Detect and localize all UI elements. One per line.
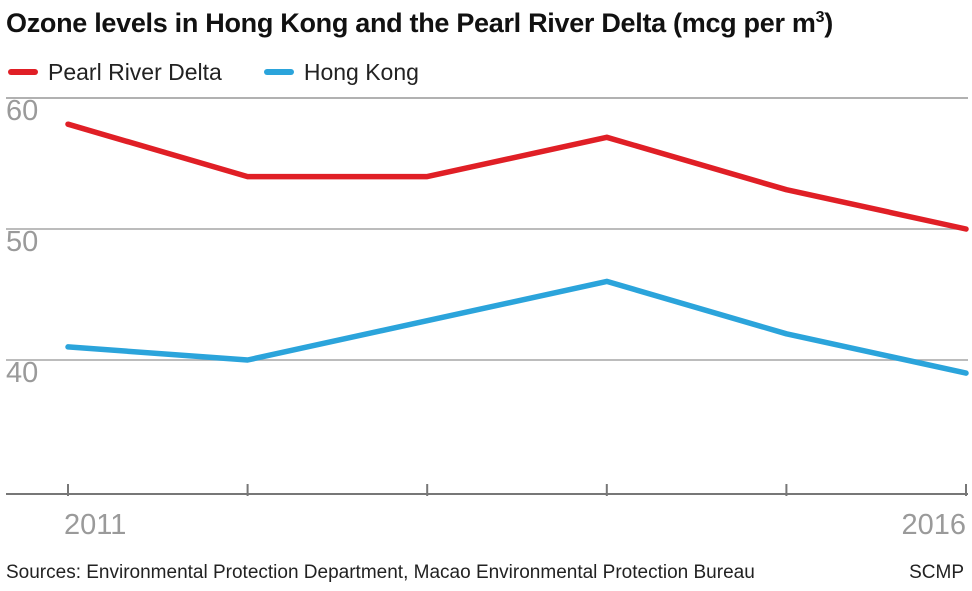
chart-legend: Pearl River Delta Hong Kong bbox=[8, 58, 461, 86]
y-tick-label-60: 60 bbox=[6, 95, 38, 127]
series-line-pearl-river-delta bbox=[65, 121, 969, 232]
y-tick-label-50: 50 bbox=[6, 226, 38, 258]
footer: Sources: Environmental Protection Depart… bbox=[6, 562, 964, 584]
legend-label-hong-kong: Hong Kong bbox=[303, 58, 419, 85]
chart-title: Ozone levels in Hong Kong and the Pearl … bbox=[6, 8, 833, 38]
legend-label-pearl-river-delta: Pearl River Delta bbox=[48, 58, 222, 85]
credit-label: SCMP bbox=[909, 562, 964, 583]
series-line-hong-kong bbox=[65, 278, 969, 376]
source-note: Sources: Environmental Protection Depart… bbox=[6, 562, 755, 583]
legend-item-pearl-river-delta: Pearl River Delta bbox=[8, 59, 222, 86]
legend-swatch-hong-kong bbox=[263, 69, 294, 75]
x-tick-label-2011: 2011 bbox=[64, 509, 126, 541]
x-tick-label-2016: 2016 bbox=[901, 509, 966, 541]
y-tick-label-40: 40 bbox=[6, 357, 38, 389]
line-chart: 60 50 40 2011 2016 bbox=[6, 95, 969, 541]
legend-item-hong-kong: Hong Kong bbox=[263, 58, 419, 86]
legend-swatch-pearl-river-delta bbox=[8, 69, 38, 75]
